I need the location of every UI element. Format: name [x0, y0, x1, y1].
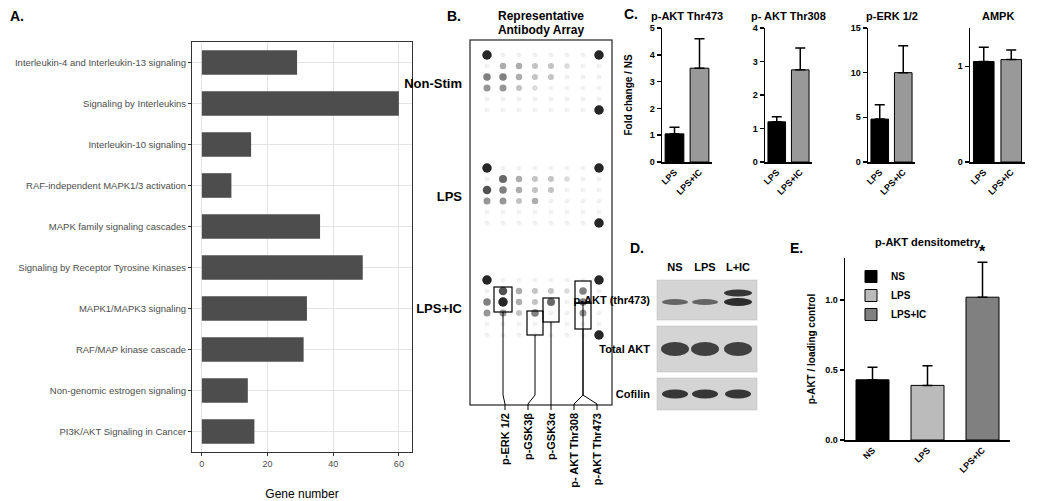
- svg-text:E.: E.: [790, 240, 803, 256]
- svg-text:LPS: LPS: [891, 290, 911, 301]
- svg-text:Signaling by Receptor Tyrosine: Signaling by Receptor Tyrosine Kinases: [18, 262, 186, 273]
- svg-text:RAF-independent MAPK1/3 activa: RAF-independent MAPK1/3 activation: [26, 180, 186, 191]
- svg-text:1.0: 1.0: [825, 295, 838, 305]
- svg-text:3: 3: [753, 57, 758, 67]
- svg-text:p-GSK3α: p-GSK3α: [545, 413, 557, 460]
- svg-text:MAPK family signaling cascades: MAPK family signaling cascades: [49, 221, 187, 232]
- svg-text:Non-Stim: Non-Stim: [404, 76, 462, 91]
- svg-text:LPS+IC: LPS+IC: [891, 309, 926, 320]
- svg-text:LPS+IC: LPS+IC: [878, 167, 908, 197]
- svg-text:0: 0: [650, 157, 655, 167]
- svg-text:Interleukin-4 and Interleukin-: Interleukin-4 and Interleukin-13 signali…: [15, 57, 186, 68]
- svg-text:RAF/MAP kinase cascade: RAF/MAP kinase cascade: [76, 344, 186, 355]
- svg-text:B.: B.: [447, 8, 461, 24]
- svg-text:D.: D.: [630, 240, 644, 256]
- svg-text:15: 15: [851, 23, 861, 33]
- svg-text:LPS: LPS: [694, 261, 715, 273]
- svg-text:NS: NS: [891, 271, 905, 282]
- svg-text:LPS: LPS: [969, 167, 988, 186]
- svg-text:C.: C.: [624, 6, 638, 22]
- svg-text:LPS: LPS: [762, 167, 781, 186]
- svg-text:p-ERK 1/2: p-ERK 1/2: [499, 413, 511, 465]
- svg-text:p- AKT Thr308: p- AKT Thr308: [751, 10, 826, 22]
- svg-text:p-AKT Thr473: p-AKT Thr473: [591, 413, 603, 485]
- svg-text:LPS+IC: LPS+IC: [416, 301, 462, 316]
- svg-text:2: 2: [650, 104, 655, 114]
- svg-text:LPS: LPS: [660, 167, 679, 186]
- svg-text:p- AKT Thr308: p- AKT Thr308: [568, 413, 580, 488]
- svg-text:AMPK: AMPK: [982, 10, 1014, 22]
- svg-text:1: 1: [958, 61, 963, 71]
- svg-text:0: 0: [753, 157, 758, 167]
- svg-text:Total AKT: Total AKT: [599, 343, 650, 355]
- svg-text:p-AKT (thr473): p-AKT (thr473): [574, 294, 651, 306]
- svg-text:2: 2: [753, 90, 758, 100]
- svg-text:5: 5: [856, 112, 861, 122]
- svg-text:Fold change / NS: Fold change / NS: [623, 54, 634, 135]
- svg-text:0: 0: [958, 157, 963, 167]
- svg-text:p-ERK 1/2: p-ERK 1/2: [866, 10, 918, 22]
- svg-text:p-AKT / loading control: p-AKT / loading control: [806, 294, 817, 405]
- svg-text:NS: NS: [667, 261, 682, 273]
- svg-text:LPS: LPS: [437, 189, 463, 204]
- svg-text:20: 20: [263, 459, 273, 469]
- svg-text:1: 1: [753, 124, 758, 134]
- svg-text:0: 0: [856, 157, 861, 167]
- svg-text:5: 5: [650, 23, 655, 33]
- svg-text:1: 1: [650, 130, 655, 140]
- svg-text:0.0: 0.0: [825, 435, 838, 445]
- svg-text:p-GSK3β: p-GSK3β: [522, 413, 534, 460]
- svg-text:4: 4: [753, 23, 758, 33]
- svg-text:0: 0: [199, 459, 204, 469]
- svg-text:L+IC: L+IC: [726, 261, 750, 273]
- svg-text:LPS+IC: LPS+IC: [775, 167, 805, 197]
- svg-text:4: 4: [650, 50, 655, 60]
- svg-text:A.: A.: [10, 8, 24, 24]
- svg-text:MAPK1/MAPK3 signaling: MAPK1/MAPK3 signaling: [79, 303, 186, 314]
- svg-text:Representative: Representative: [498, 9, 584, 23]
- svg-text:Signaling by Interleukins: Signaling by Interleukins: [83, 98, 186, 109]
- svg-text:40: 40: [328, 459, 338, 469]
- svg-text:Interleukin-10 signaling: Interleukin-10 signaling: [88, 139, 186, 150]
- svg-text:Gene number: Gene number: [265, 487, 338, 501]
- svg-text:p-AKT densitometry: p-AKT densitometry: [875, 236, 981, 248]
- svg-text:LPS+IC: LPS+IC: [958, 445, 988, 475]
- svg-text:LPS: LPS: [913, 445, 932, 464]
- svg-text:LPS: LPS: [865, 167, 884, 186]
- svg-text:Antibody Array: Antibody Array: [498, 23, 585, 37]
- svg-text:0.5: 0.5: [825, 365, 838, 375]
- svg-text:*: *: [979, 243, 986, 260]
- svg-text:Non-genomic estrogen signaling: Non-genomic estrogen signaling: [50, 385, 186, 396]
- svg-text:NS: NS: [861, 445, 877, 461]
- svg-text:p-AKT Thr473: p-AKT Thr473: [651, 10, 723, 22]
- svg-text:LPS+IC: LPS+IC: [986, 167, 1016, 197]
- svg-text:3: 3: [650, 77, 655, 87]
- svg-text:PI3K/AKT Signaling in Cancer: PI3K/AKT Signaling in Cancer: [60, 426, 187, 437]
- svg-text:LPS+IC: LPS+IC: [675, 167, 705, 197]
- svg-text:10: 10: [851, 68, 861, 78]
- svg-text:60: 60: [394, 459, 404, 469]
- svg-text:Cofilin: Cofilin: [616, 388, 650, 400]
